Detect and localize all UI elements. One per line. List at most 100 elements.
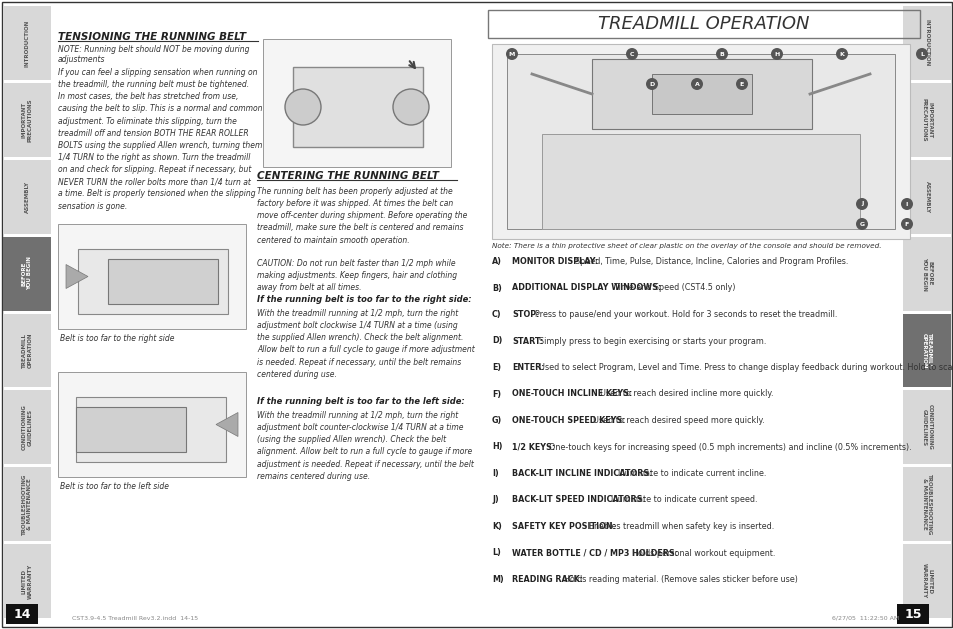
Text: CONDITIONING
GUIDELINES: CONDITIONING GUIDELINES bbox=[921, 404, 931, 450]
Polygon shape bbox=[215, 413, 237, 437]
Text: INTRODUCTION: INTRODUCTION bbox=[923, 19, 928, 67]
Text: MONITOR DISPLAY:: MONITOR DISPLAY: bbox=[512, 257, 598, 266]
Circle shape bbox=[393, 89, 429, 125]
Text: 1/2 KEYS:: 1/2 KEYS: bbox=[512, 442, 555, 452]
Text: ASSEMBLY: ASSEMBLY bbox=[25, 181, 30, 213]
Text: A: A bbox=[694, 82, 699, 87]
Text: C): C) bbox=[492, 310, 501, 319]
Bar bbox=[76, 407, 186, 452]
Text: I: I bbox=[904, 201, 907, 206]
Text: IMPORTANT
PRECAUTIONS: IMPORTANT PRECAUTIONS bbox=[22, 98, 32, 142]
Circle shape bbox=[855, 198, 867, 210]
Text: SAFETY KEY POSITION:: SAFETY KEY POSITION: bbox=[512, 522, 616, 531]
Bar bbox=[492, 44, 909, 239]
Bar bbox=[592, 59, 811, 129]
Text: Used to select Program, Level and Time. Press to change display feedback during : Used to select Program, Level and Time. … bbox=[533, 363, 953, 372]
Bar bbox=[3, 544, 51, 618]
Text: STOP:: STOP: bbox=[512, 310, 538, 319]
Text: One-touch keys for increasing speed (0.5 mph increments) and incline (0.5% incre: One-touch keys for increasing speed (0.5… bbox=[544, 442, 911, 452]
Circle shape bbox=[716, 48, 727, 60]
Text: TROUBLESHOOTING
& MAINTENANCE: TROUBLESHOOTING & MAINTENANCE bbox=[22, 474, 32, 535]
Bar bbox=[3, 160, 51, 233]
Text: B: B bbox=[719, 52, 723, 57]
Bar bbox=[6, 604, 38, 624]
Text: H: H bbox=[774, 52, 779, 57]
Text: Belt is too far to the right side: Belt is too far to the right side bbox=[60, 334, 174, 343]
Text: BACK-LIT INCLINE INDICATORS:: BACK-LIT INCLINE INDICATORS: bbox=[512, 469, 652, 478]
Text: ONE-TOUCH SPEED KEYS:: ONE-TOUCH SPEED KEYS: bbox=[512, 416, 625, 425]
Text: If the running belt is too far to the right side:: If the running belt is too far to the ri… bbox=[256, 295, 471, 304]
Text: READING RACK:: READING RACK: bbox=[512, 575, 582, 584]
Bar bbox=[293, 67, 422, 147]
Bar bbox=[58, 372, 246, 477]
Circle shape bbox=[505, 48, 517, 60]
Text: CAUTION: Do not run belt faster than 1/2 mph while
making adjustments. Keep fing: CAUTION: Do not run belt faster than 1/2… bbox=[256, 259, 456, 292]
Bar bbox=[902, 544, 950, 618]
Circle shape bbox=[835, 48, 847, 60]
Circle shape bbox=[735, 78, 747, 90]
Text: With the treadmill running at 1/2 mph, turn the right
adjustment bolt counter-cl: With the treadmill running at 1/2 mph, t… bbox=[256, 411, 474, 481]
Bar bbox=[651, 74, 751, 114]
Circle shape bbox=[855, 218, 867, 230]
Bar bbox=[76, 397, 226, 462]
Text: Holds personal workout equipment.: Holds personal workout equipment. bbox=[626, 548, 775, 557]
Text: B): B) bbox=[492, 284, 501, 292]
Circle shape bbox=[285, 89, 320, 125]
Text: CST3.9-4.5 Treadmill Rev3.2.indd  14-15: CST3.9-4.5 Treadmill Rev3.2.indd 14-15 bbox=[71, 616, 198, 621]
Text: TENSIONING THE RUNNING BELT: TENSIONING THE RUNNING BELT bbox=[58, 32, 246, 42]
Text: L: L bbox=[919, 52, 923, 57]
Circle shape bbox=[900, 198, 912, 210]
Text: D): D) bbox=[492, 337, 502, 345]
Text: ADDITIONAL DISPLAY WINDOWS:: ADDITIONAL DISPLAY WINDOWS: bbox=[512, 284, 660, 292]
Text: Holds reading material. (Remove sales sticker before use): Holds reading material. (Remove sales st… bbox=[558, 575, 797, 584]
Text: I): I) bbox=[492, 469, 498, 478]
Bar bbox=[3, 313, 51, 387]
Circle shape bbox=[645, 78, 658, 90]
Text: LIMITED
WARRANTY: LIMITED WARRANTY bbox=[921, 564, 931, 599]
Text: ASSEMBLY: ASSEMBLY bbox=[923, 181, 928, 213]
Text: Belt is too far to the left side: Belt is too far to the left side bbox=[60, 482, 169, 491]
Circle shape bbox=[690, 78, 702, 90]
Bar bbox=[541, 134, 859, 229]
Text: D: D bbox=[649, 82, 654, 87]
Text: F): F) bbox=[492, 389, 500, 399]
Bar bbox=[902, 467, 950, 541]
Bar bbox=[488, 10, 919, 38]
Bar bbox=[902, 83, 950, 157]
Bar bbox=[3, 391, 51, 464]
Text: TREADMILL
OPERATION: TREADMILL OPERATION bbox=[22, 333, 32, 368]
Text: The running belt has been properly adjusted at the
factory before it was shipped: The running belt has been properly adjus… bbox=[256, 187, 467, 245]
Text: WATER BOTTLE / CD / MP3 HOLDERS:: WATER BOTTLE / CD / MP3 HOLDERS: bbox=[512, 548, 678, 557]
Bar bbox=[3, 467, 51, 541]
Text: M): M) bbox=[492, 575, 503, 584]
Text: Press to pause/end your workout. Hold for 3 seconds to reset the treadmill.: Press to pause/end your workout. Hold fo… bbox=[530, 310, 837, 319]
Circle shape bbox=[770, 48, 782, 60]
Text: G: G bbox=[859, 221, 863, 226]
Text: A): A) bbox=[492, 257, 501, 266]
Text: J): J) bbox=[492, 496, 498, 504]
Text: BEFORE
YOU BEGIN: BEFORE YOU BEGIN bbox=[921, 257, 931, 291]
Text: BACK-LIT SPEED INDICATORS:: BACK-LIT SPEED INDICATORS: bbox=[512, 496, 645, 504]
Bar bbox=[902, 237, 950, 311]
Text: K): K) bbox=[492, 522, 501, 531]
Bar bbox=[902, 313, 950, 387]
Circle shape bbox=[900, 218, 912, 230]
Text: K: K bbox=[839, 52, 843, 57]
Text: BEFORE
YOU BEGIN: BEFORE YOU BEGIN bbox=[22, 257, 32, 291]
Circle shape bbox=[915, 48, 927, 60]
Bar bbox=[902, 6, 950, 80]
Text: 14: 14 bbox=[13, 608, 30, 620]
Text: Illuminate to indicate current speed.: Illuminate to indicate current speed. bbox=[605, 496, 757, 504]
Text: M: M bbox=[508, 52, 515, 57]
Text: Used to reach desired speed more quickly.: Used to reach desired speed more quickly… bbox=[587, 416, 763, 425]
Text: C: C bbox=[629, 52, 634, 57]
Text: Enables treadmill when safety key is inserted.: Enables treadmill when safety key is ins… bbox=[583, 522, 774, 531]
Text: Used to reach desired incline more quickly.: Used to reach desired incline more quick… bbox=[594, 389, 773, 399]
Text: H): H) bbox=[492, 442, 502, 452]
Text: TREADMILL
OPERATION: TREADMILL OPERATION bbox=[921, 333, 931, 368]
Text: J: J bbox=[860, 201, 862, 206]
Text: ENTER:: ENTER: bbox=[512, 363, 544, 372]
Bar bbox=[108, 259, 218, 304]
Bar bbox=[58, 224, 246, 329]
Bar bbox=[263, 39, 451, 167]
